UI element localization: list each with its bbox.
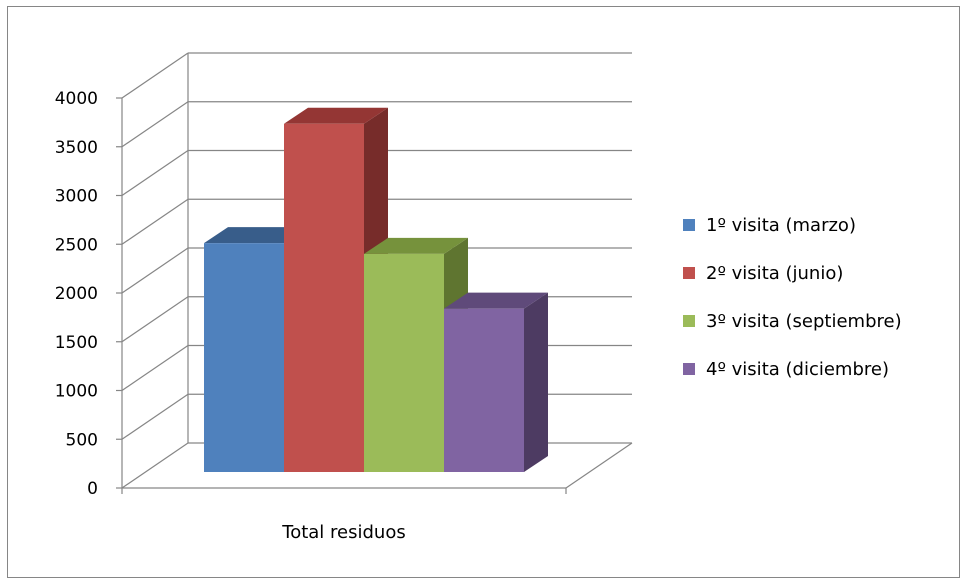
side-wall-gridline [121,52,189,99]
y-axis-tick-label: 3000 [55,187,98,207]
legend-label: 1º visita (marzo) [706,215,856,236]
y-axis-tick-label: 500 [66,430,98,450]
x-axis-category-labels: Total residuos [281,522,405,543]
side-wall-gridline [121,393,189,440]
y-axis-tick-label: 2000 [55,284,98,304]
bar-top-face [444,292,548,309]
legend-label: 2º visita (junio) [706,263,843,284]
y-axis-tick-label: 1500 [55,333,98,353]
side-wall-gridline [121,247,189,294]
legend: 1º visita (marzo) 2º visita (junio) 3º vis… [683,215,902,380]
legend-swatch [683,315,695,327]
y-axis-tick-label: 3500 [55,138,98,158]
bar-front-face [284,123,364,473]
side-wall-gridline [121,198,189,245]
y-axis-tick-label: 2500 [55,235,98,255]
legend-swatch [683,267,695,279]
bar-top-face [284,107,388,124]
y-axis-tick-labels: 0 500 1000 1500 2000 2500 3000 3500 4000 [55,89,98,499]
bar-front-face [444,308,524,472]
x-axis-category-label: Total residuos [281,522,405,543]
side-wall-gridline [121,442,189,489]
y-axis-tick-label: 1000 [55,382,98,402]
side-wall-gridline [121,345,189,391]
side-wall-gridline [121,101,189,148]
bar-front-face [364,253,444,472]
bar-side-face [524,292,548,472]
floor-right-edge [565,442,633,489]
bar-series [204,107,548,473]
y-axis-tick-label: 0 [87,479,98,499]
bar [364,237,468,472]
bar-front-face [204,243,284,472]
legend-label: 3º visita (septiembre) [706,311,902,332]
legend-swatch [683,363,695,375]
legend-label: 4º visita (diciembre) [706,359,889,380]
side-wall-gridline [121,296,189,343]
bar [444,292,548,472]
y-axis-tick-label: 4000 [55,89,98,109]
legend-swatch [683,219,695,231]
side-wall-gridline [121,150,189,196]
bar-top-face [204,227,308,244]
bar-top-face [364,237,468,254]
